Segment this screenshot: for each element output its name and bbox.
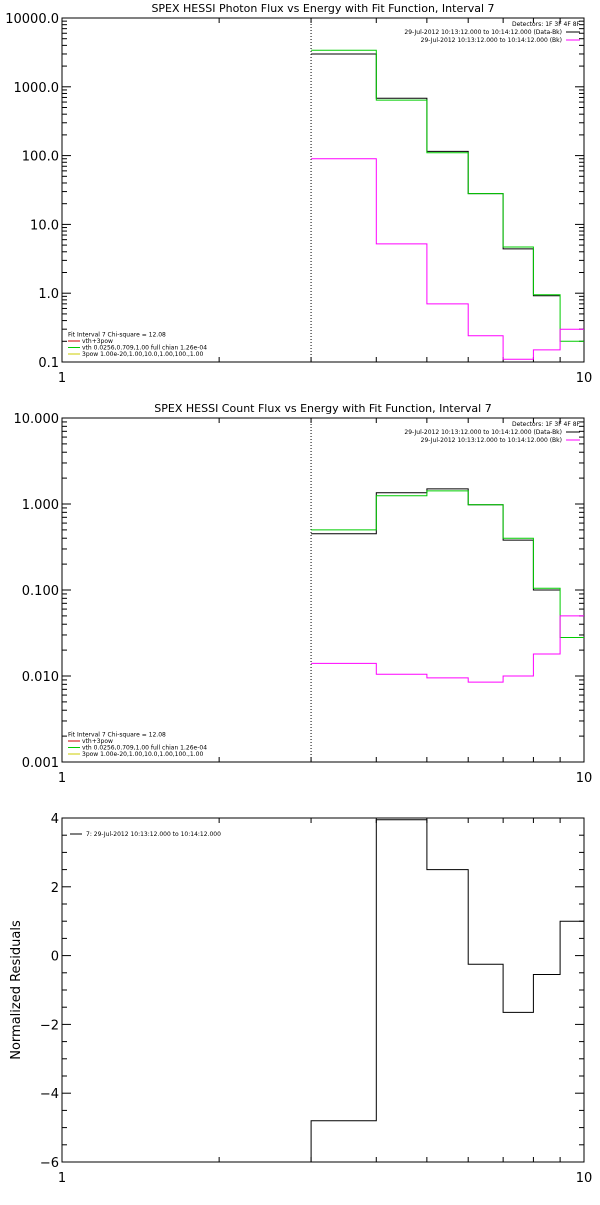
legend-entry: 29-Jul-2012 10:13:12.000 to 10:14:12.000… bbox=[404, 29, 562, 36]
chart-panel-1: SPEX HESSI Photon Flux vs Energy with Fi… bbox=[5, 2, 592, 386]
x-tick-label: 1 bbox=[58, 1171, 66, 1186]
series-line-3 bbox=[311, 158, 584, 360]
y-tick-label: 10.0 bbox=[30, 218, 59, 233]
x-tick-label: 1 bbox=[58, 371, 66, 386]
y-tick-label: −2 bbox=[40, 1018, 59, 1033]
series-line-1 bbox=[310, 819, 584, 1162]
y-tick-label: 100.0 bbox=[22, 150, 59, 165]
y-tick-label: 0 bbox=[51, 950, 59, 965]
y-tick-label: 0.1 bbox=[38, 356, 59, 371]
y-tick-label: 1000.0 bbox=[14, 81, 60, 96]
legend-entry: Detectors: 1F 3F 4F 8F bbox=[512, 21, 581, 28]
y-tick-label: 0.001 bbox=[22, 756, 59, 771]
legend-entry: 29-Jul-2012 10:13:12.000 to 10:14:12.000… bbox=[404, 429, 562, 436]
legend-entry: 7: 29-Jul-2012 10:13:12.000 to 10:14:12.… bbox=[86, 831, 221, 838]
x-tick-label: 10 bbox=[576, 771, 593, 786]
legend-entry: Fit Interval 7 Chi-square = 12.08 bbox=[68, 332, 166, 339]
y-tick-label: 2 bbox=[51, 881, 59, 896]
y-tick-label: 0.100 bbox=[22, 584, 59, 599]
legend-entry: Detectors: 1F 3F 4F 8F bbox=[512, 421, 581, 428]
legend-entry: vth 0.0256,0.709,1.00 full chian 1.26e-0… bbox=[82, 745, 207, 752]
legend-entry: vth+3pow bbox=[82, 738, 113, 745]
legend-entry: vth 0.0256,0.709,1.00 full chian 1.26e-0… bbox=[82, 345, 207, 352]
y-tick-label: 0.010 bbox=[22, 670, 59, 685]
legend-entry: 29-Jul-2012 10:13:12.000 to 10:14:12.000… bbox=[421, 437, 562, 444]
y-tick-label: 4 bbox=[51, 812, 59, 827]
y-tick-label: −6 bbox=[40, 1156, 59, 1171]
x-tick-label: 10 bbox=[576, 371, 593, 386]
chart-title: SPEX HESSI Photon Flux vs Energy with Fi… bbox=[151, 2, 494, 15]
y-tick-label: 10000.0 bbox=[5, 12, 59, 27]
chart-title: SPEX HESSI Count Flux vs Energy with Fit… bbox=[154, 402, 491, 415]
legend-entry: Fit Interval 7 Chi-square = 12.08 bbox=[68, 732, 166, 739]
x-tick-label: 1 bbox=[58, 771, 66, 786]
legend-entry: 29-Jul-2012 10:13:12.000 to 10:14:12.000… bbox=[421, 37, 562, 44]
y-tick-label: 10.000 bbox=[14, 412, 60, 427]
series-line-2 bbox=[311, 490, 584, 638]
chart-panel-2: SPEX HESSI Count Flux vs Energy with Fit… bbox=[14, 402, 593, 786]
plot-frame bbox=[61, 17, 585, 363]
legend-entry: 3pow 1.00e-20,1.00,10.0,1.00,100.,1.00 bbox=[82, 351, 203, 358]
chart-panel-3: 1 10 −6 −4 −2 0 2 4 Normalized Residuals 7: 29-Ju… bbox=[9, 812, 592, 1186]
series-line-3 bbox=[311, 615, 584, 683]
y-axis-label: Normalized Residuals bbox=[9, 920, 24, 1060]
y-tick-label: 1.000 bbox=[22, 498, 59, 513]
y-tick-label: 1.0 bbox=[38, 287, 59, 302]
legend-entry: 3pow 1.00e-20,1.00,10.0,1.00,100.,1.00 bbox=[82, 751, 203, 758]
y-tick-label: −4 bbox=[40, 1087, 59, 1102]
legend-entry: vth+3pow bbox=[82, 338, 113, 345]
series-line-2 bbox=[311, 49, 584, 342]
x-tick-label: 10 bbox=[576, 1171, 593, 1186]
